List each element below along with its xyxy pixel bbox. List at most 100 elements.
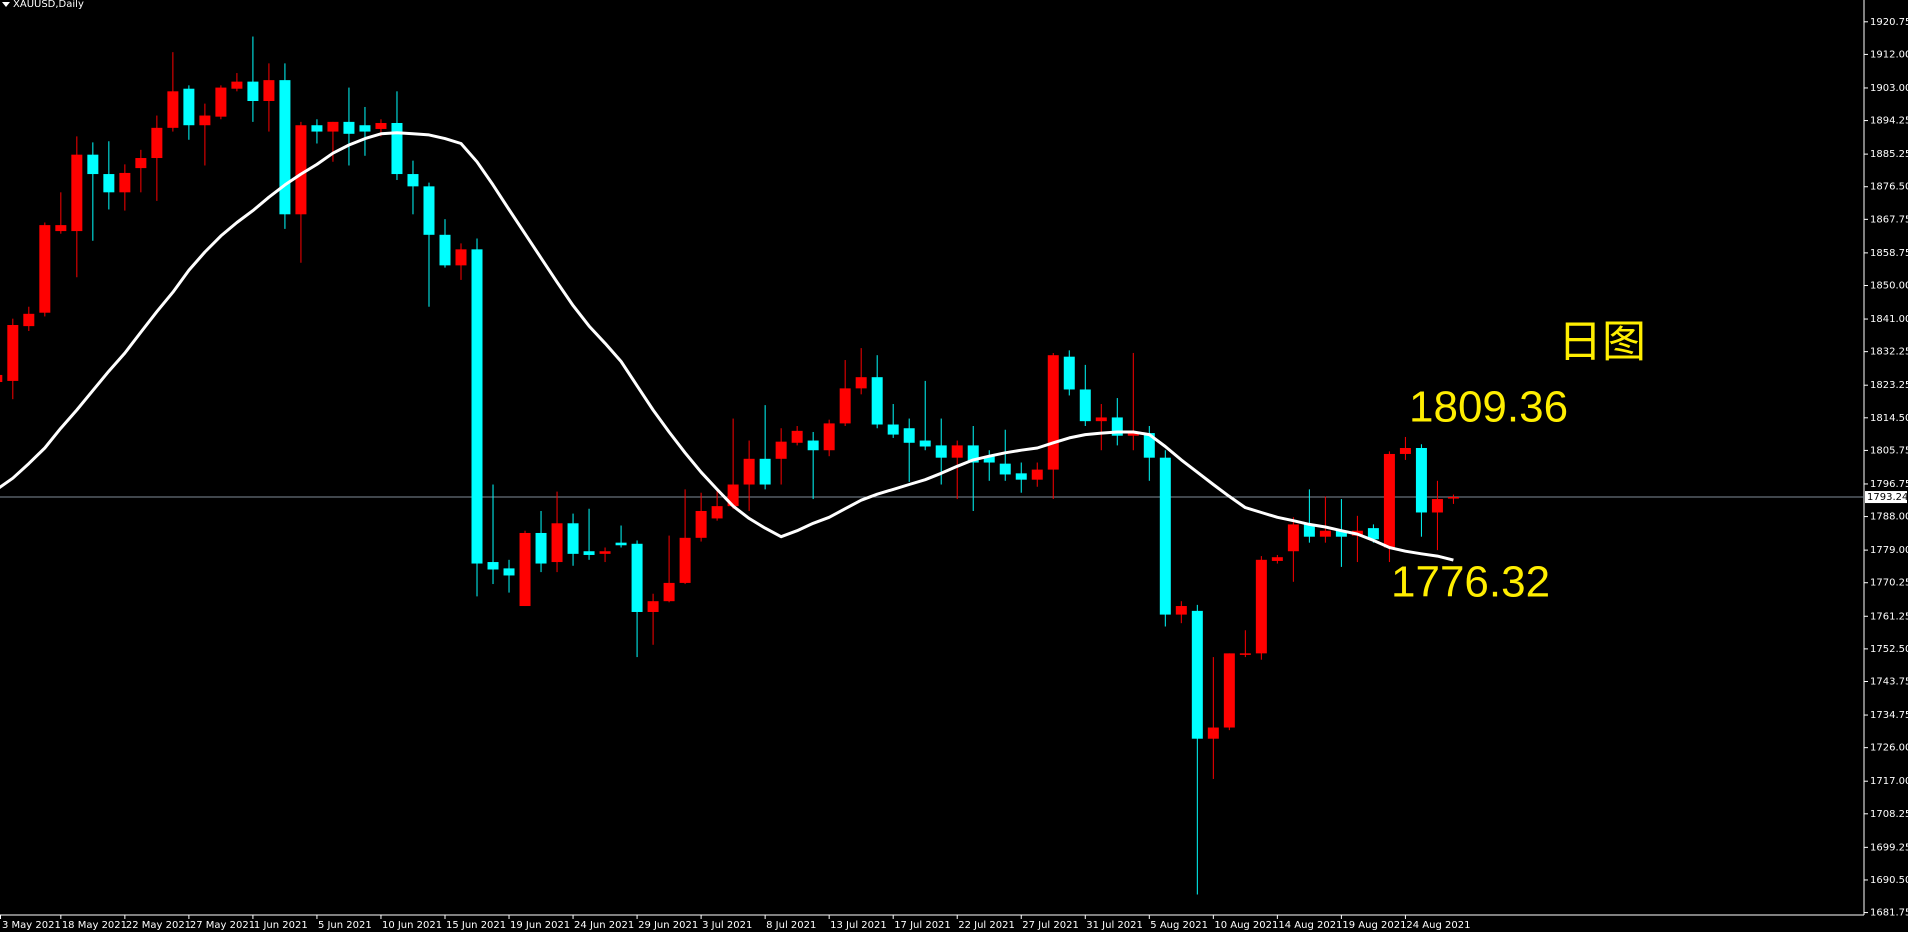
candle-body bbox=[135, 158, 147, 169]
y-tick-label: 1788.00 bbox=[1870, 512, 1908, 523]
candle-body bbox=[919, 440, 931, 447]
candle-body bbox=[1095, 417, 1107, 422]
candle-body bbox=[1063, 356, 1075, 390]
candle-body bbox=[1175, 606, 1187, 615]
moving-average bbox=[0, 131, 1454, 562]
candle-body bbox=[295, 125, 307, 215]
candle-body bbox=[1447, 497, 1459, 499]
candle-body bbox=[327, 121, 339, 132]
candle-body bbox=[375, 122, 387, 129]
x-tick-label: 10 Jun 2021 bbox=[382, 920, 442, 931]
candle-body bbox=[1383, 453, 1395, 548]
y-tick-label: 1796.75 bbox=[1870, 479, 1908, 490]
y-tick-label: 1867.75 bbox=[1870, 214, 1908, 225]
x-tick-label: 24 Aug 2021 bbox=[1406, 920, 1470, 931]
candle-body bbox=[183, 88, 195, 126]
candle-body bbox=[551, 523, 563, 563]
x-tick-label: 31 Jul 2021 bbox=[1086, 920, 1143, 931]
candle-body bbox=[1143, 433, 1155, 458]
candle-body bbox=[727, 484, 739, 507]
candle-body bbox=[1015, 473, 1027, 480]
candle-body bbox=[583, 551, 595, 555]
candle-body bbox=[983, 456, 995, 463]
candle-body bbox=[935, 445, 947, 458]
y-tick-label: 1841.00 bbox=[1870, 314, 1908, 325]
candle-body bbox=[503, 568, 515, 576]
candle-body bbox=[839, 388, 851, 424]
y-tick-label: 1832.25 bbox=[1870, 347, 1908, 358]
candle-body bbox=[759, 458, 771, 485]
candle-body bbox=[775, 441, 787, 459]
y-tick-label: 1805.75 bbox=[1870, 445, 1908, 456]
y-tick-label: 1850.00 bbox=[1870, 280, 1908, 291]
candle-body bbox=[1223, 653, 1235, 728]
candle-body bbox=[967, 445, 979, 463]
candle-body bbox=[1303, 524, 1315, 537]
candle-body bbox=[119, 172, 131, 193]
y-tick-label: 1770.25 bbox=[1870, 578, 1908, 589]
candle-body bbox=[711, 506, 723, 519]
y-tick-label: 1726.00 bbox=[1870, 743, 1908, 754]
x-tick-label: 10 Aug 2021 bbox=[1214, 920, 1278, 931]
price-tag: 1793.24 bbox=[1867, 492, 1908, 503]
candle-body bbox=[1255, 559, 1267, 654]
y-tick-label: 1681.75 bbox=[1870, 908, 1908, 919]
candle-body bbox=[199, 115, 211, 126]
candle-body bbox=[791, 430, 803, 443]
candle-body bbox=[439, 234, 451, 266]
x-tick-label: 15 Jun 2021 bbox=[446, 920, 506, 931]
x-tick-label: 27 May 2021 bbox=[190, 920, 255, 931]
candle-body bbox=[279, 80, 291, 215]
x-tick-label: 8 Jul 2021 bbox=[766, 920, 816, 931]
candle-body bbox=[519, 532, 531, 607]
candle-body bbox=[871, 377, 883, 425]
candle-body bbox=[1079, 389, 1091, 422]
candle-body bbox=[359, 125, 371, 132]
y-tick-label: 1903.00 bbox=[1870, 83, 1908, 94]
annotation: 日图 bbox=[1558, 318, 1646, 367]
x-tick-label: 3 May 2021 bbox=[2, 920, 61, 931]
candle-body bbox=[39, 225, 51, 313]
candle-body bbox=[151, 127, 163, 159]
candle-body bbox=[855, 377, 867, 389]
candle-body bbox=[167, 91, 179, 128]
candle-body bbox=[343, 121, 355, 134]
candle-body bbox=[1207, 727, 1219, 739]
menu-arrow[interactable] bbox=[2, 2, 10, 7]
candle-body bbox=[471, 249, 483, 564]
x-tick-label: 13 Jul 2021 bbox=[830, 920, 887, 931]
y-tick-label: 1743.75 bbox=[1870, 676, 1908, 687]
candle-body bbox=[599, 551, 611, 554]
annotation: 1776.32 bbox=[1391, 558, 1550, 607]
candle-body bbox=[807, 440, 819, 451]
candle-body bbox=[23, 313, 35, 327]
candle-body bbox=[423, 186, 435, 235]
candle-body bbox=[887, 424, 899, 435]
candle-body bbox=[1335, 530, 1347, 537]
candle-body bbox=[823, 423, 835, 451]
candle-body bbox=[487, 562, 499, 570]
x-tick-label: 5 Aug 2021 bbox=[1150, 920, 1208, 931]
x-tick-label: 19 Aug 2021 bbox=[1342, 920, 1406, 931]
chart-title: XAUUSD,Daily bbox=[13, 0, 84, 10]
y-tick-label: 1814.50 bbox=[1870, 413, 1908, 424]
candle-body bbox=[231, 81, 243, 89]
candle-body bbox=[567, 523, 579, 554]
candle-body bbox=[1287, 524, 1299, 552]
y-tick-label: 1690.50 bbox=[1870, 875, 1908, 886]
x-tick-label: 14 Aug 2021 bbox=[1278, 920, 1342, 931]
candle-body bbox=[1399, 447, 1411, 454]
candle-body bbox=[455, 249, 467, 266]
y-tick-label: 1761.25 bbox=[1870, 611, 1908, 622]
candle-body bbox=[1159, 457, 1171, 615]
candle-body bbox=[679, 537, 691, 583]
candle-body bbox=[263, 80, 275, 102]
candle-body bbox=[1111, 417, 1123, 436]
candle-body bbox=[615, 542, 627, 546]
x-tick-label: 17 Jul 2021 bbox=[894, 920, 951, 931]
y-tick-label: 1885.25 bbox=[1870, 149, 1908, 160]
candle-body bbox=[1239, 653, 1251, 655]
